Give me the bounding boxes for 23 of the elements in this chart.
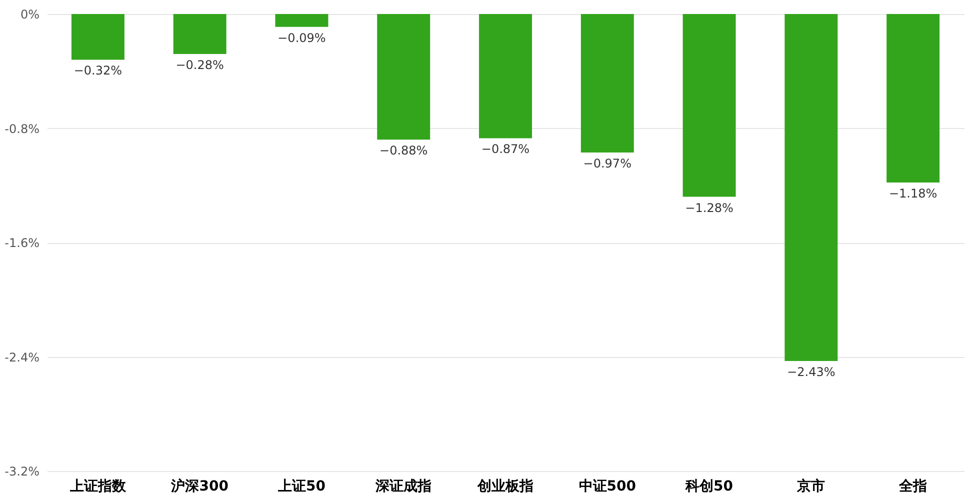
y-tick-label: -2.4% xyxy=(4,350,40,364)
x-tick-label: 上证指数 xyxy=(68,478,127,494)
x-tick-label: 中证500 xyxy=(578,478,636,494)
y-tick-label: 0% xyxy=(20,8,40,22)
data-label: −0.87% xyxy=(481,142,530,156)
x-tick-label: 京市 xyxy=(796,478,826,494)
data-label: −2.43% xyxy=(787,365,836,380)
x-tick-label: 深证成指 xyxy=(374,478,432,494)
x-tick-label: 创业板指 xyxy=(476,478,534,494)
data-label: −0.28% xyxy=(176,58,224,72)
x-tick-label: 沪深300 xyxy=(170,478,229,494)
x-tick-label: 上证50 xyxy=(276,478,326,494)
x-tick-label: 科创50 xyxy=(684,478,734,494)
x-tick-label: 全指 xyxy=(898,478,928,494)
data-label: −0.97% xyxy=(583,156,632,171)
data-label: −0.88% xyxy=(380,144,428,158)
data-label: −1.28% xyxy=(685,200,734,215)
data-label: −1.18% xyxy=(888,186,938,201)
data-label: −0.09% xyxy=(278,30,326,45)
y-tick-label: -1.6% xyxy=(4,236,40,250)
y-tick-label: -3.2% xyxy=(4,464,40,478)
y-tick-label: -0.8% xyxy=(4,122,40,136)
data-label: −0.32% xyxy=(74,64,122,78)
